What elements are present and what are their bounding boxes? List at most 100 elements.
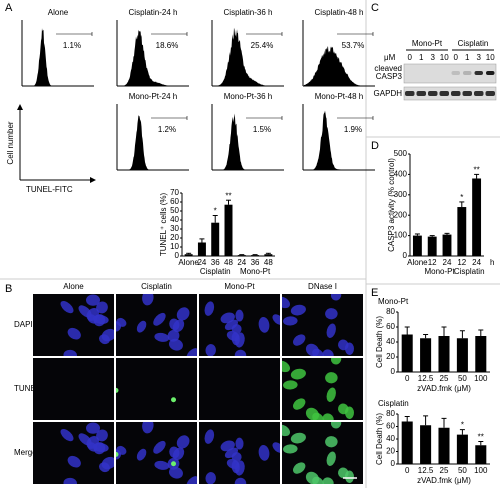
y-tick-label: 30 xyxy=(170,224,179,233)
x-tick-label: Alone xyxy=(178,258,199,267)
nucleus xyxy=(78,305,92,318)
nucleus xyxy=(272,314,280,325)
y-tick-label: 80 xyxy=(386,307,395,316)
significance: ** xyxy=(473,166,479,175)
nucleus xyxy=(154,332,170,342)
arrow-head xyxy=(90,177,96,183)
nucleus xyxy=(205,344,216,356)
nucleus xyxy=(322,413,334,420)
micrograph-bg xyxy=(116,358,197,420)
nucleus xyxy=(63,349,78,356)
y-tick-label: 300 xyxy=(394,190,408,199)
x-tick-label: 48 xyxy=(224,258,233,267)
histogram-label: Cisplatin-24 h xyxy=(129,8,178,17)
nucleus xyxy=(142,422,154,434)
lane-label: 1 xyxy=(465,53,470,62)
nucleus xyxy=(63,477,78,484)
nucleus xyxy=(283,444,298,454)
y-tick-label: 200 xyxy=(394,210,408,219)
nucleus xyxy=(153,312,166,326)
micrograph xyxy=(33,294,114,356)
band xyxy=(405,91,415,96)
x-tick-label: 12 xyxy=(428,258,437,267)
nucleus xyxy=(330,294,342,301)
axis-title: Cell number xyxy=(6,121,15,164)
nucleus xyxy=(282,360,291,373)
histogram-label: Mono-Pt-36 h xyxy=(224,92,272,101)
x-tick-label: 48 xyxy=(264,258,273,267)
nucleus xyxy=(186,348,197,356)
significance: ** xyxy=(225,191,231,200)
bar xyxy=(456,434,468,464)
nucleus xyxy=(98,334,110,345)
bar xyxy=(438,336,450,372)
nucleus xyxy=(167,329,180,342)
y-tick-label: 60 xyxy=(386,422,395,431)
significance: * xyxy=(214,207,217,216)
y-axis-title: Cell Death (%) xyxy=(375,413,384,465)
bar xyxy=(237,255,246,256)
nucleus xyxy=(293,462,306,474)
nucleus xyxy=(85,422,101,434)
x-axis-title: zVAD.fmk (μM) xyxy=(417,384,471,393)
row-label: cleaved xyxy=(374,64,402,73)
histogram xyxy=(213,113,283,170)
nucleus xyxy=(282,424,291,437)
nucleus xyxy=(168,466,183,479)
column-label: Cisplatin xyxy=(141,282,172,291)
nucleus xyxy=(186,476,197,484)
nucleus xyxy=(326,387,336,402)
group-label: Cisplatin xyxy=(200,267,231,276)
nucleus xyxy=(98,462,110,473)
nucleus xyxy=(172,447,185,461)
blot-group: Cisplatin xyxy=(458,39,489,48)
significance: * xyxy=(460,193,463,202)
y-tick-label: 400 xyxy=(394,170,408,179)
micrograph xyxy=(199,358,280,420)
lane-label: 0 xyxy=(408,53,413,62)
y-tick-label: 500 xyxy=(394,149,408,158)
y-tick-label: 60 xyxy=(386,322,395,331)
chart-title: Mono-Pt xyxy=(378,297,409,306)
y-tick-label: 10 xyxy=(170,242,179,251)
nucleus xyxy=(326,451,336,466)
bar xyxy=(401,334,413,372)
y-tick-label: 40 xyxy=(386,434,395,443)
nucleus xyxy=(282,296,291,309)
bar xyxy=(475,336,487,372)
tunel-spot xyxy=(171,461,177,467)
nucleus xyxy=(338,339,349,351)
arrow-head xyxy=(17,104,23,110)
bar xyxy=(457,207,467,256)
y-tick-label: 20 xyxy=(170,233,179,242)
bar xyxy=(401,421,413,464)
row-label: CASP3 xyxy=(376,72,403,81)
gate-percent: 1.1% xyxy=(63,41,81,50)
micrograph xyxy=(282,294,363,356)
nucleus xyxy=(153,440,166,454)
nucleus xyxy=(205,472,216,484)
band xyxy=(439,91,449,96)
y-tick-label: 50 xyxy=(170,206,179,215)
y-tick-label: 80 xyxy=(386,409,395,418)
y-tick-label: 0 xyxy=(391,367,396,376)
lane-label: 10 xyxy=(440,53,449,62)
bar xyxy=(420,338,432,372)
bar xyxy=(438,427,450,464)
blot-unit: μM xyxy=(384,53,396,62)
nucleus xyxy=(204,301,215,316)
x-tick-label: 50 xyxy=(458,466,467,475)
band xyxy=(451,71,460,75)
gate-percent: 18.6% xyxy=(156,41,179,50)
x-tick-label: 0 xyxy=(405,374,410,383)
bar xyxy=(197,242,206,256)
nucleus xyxy=(176,307,190,321)
nucleus xyxy=(235,437,244,450)
x-tick-label: 25 xyxy=(440,466,449,475)
nucleus xyxy=(338,403,349,415)
micrograph-bg xyxy=(33,358,114,420)
y-tick-label: 0 xyxy=(175,251,180,260)
panel-label: C xyxy=(371,2,379,14)
band xyxy=(416,91,426,96)
